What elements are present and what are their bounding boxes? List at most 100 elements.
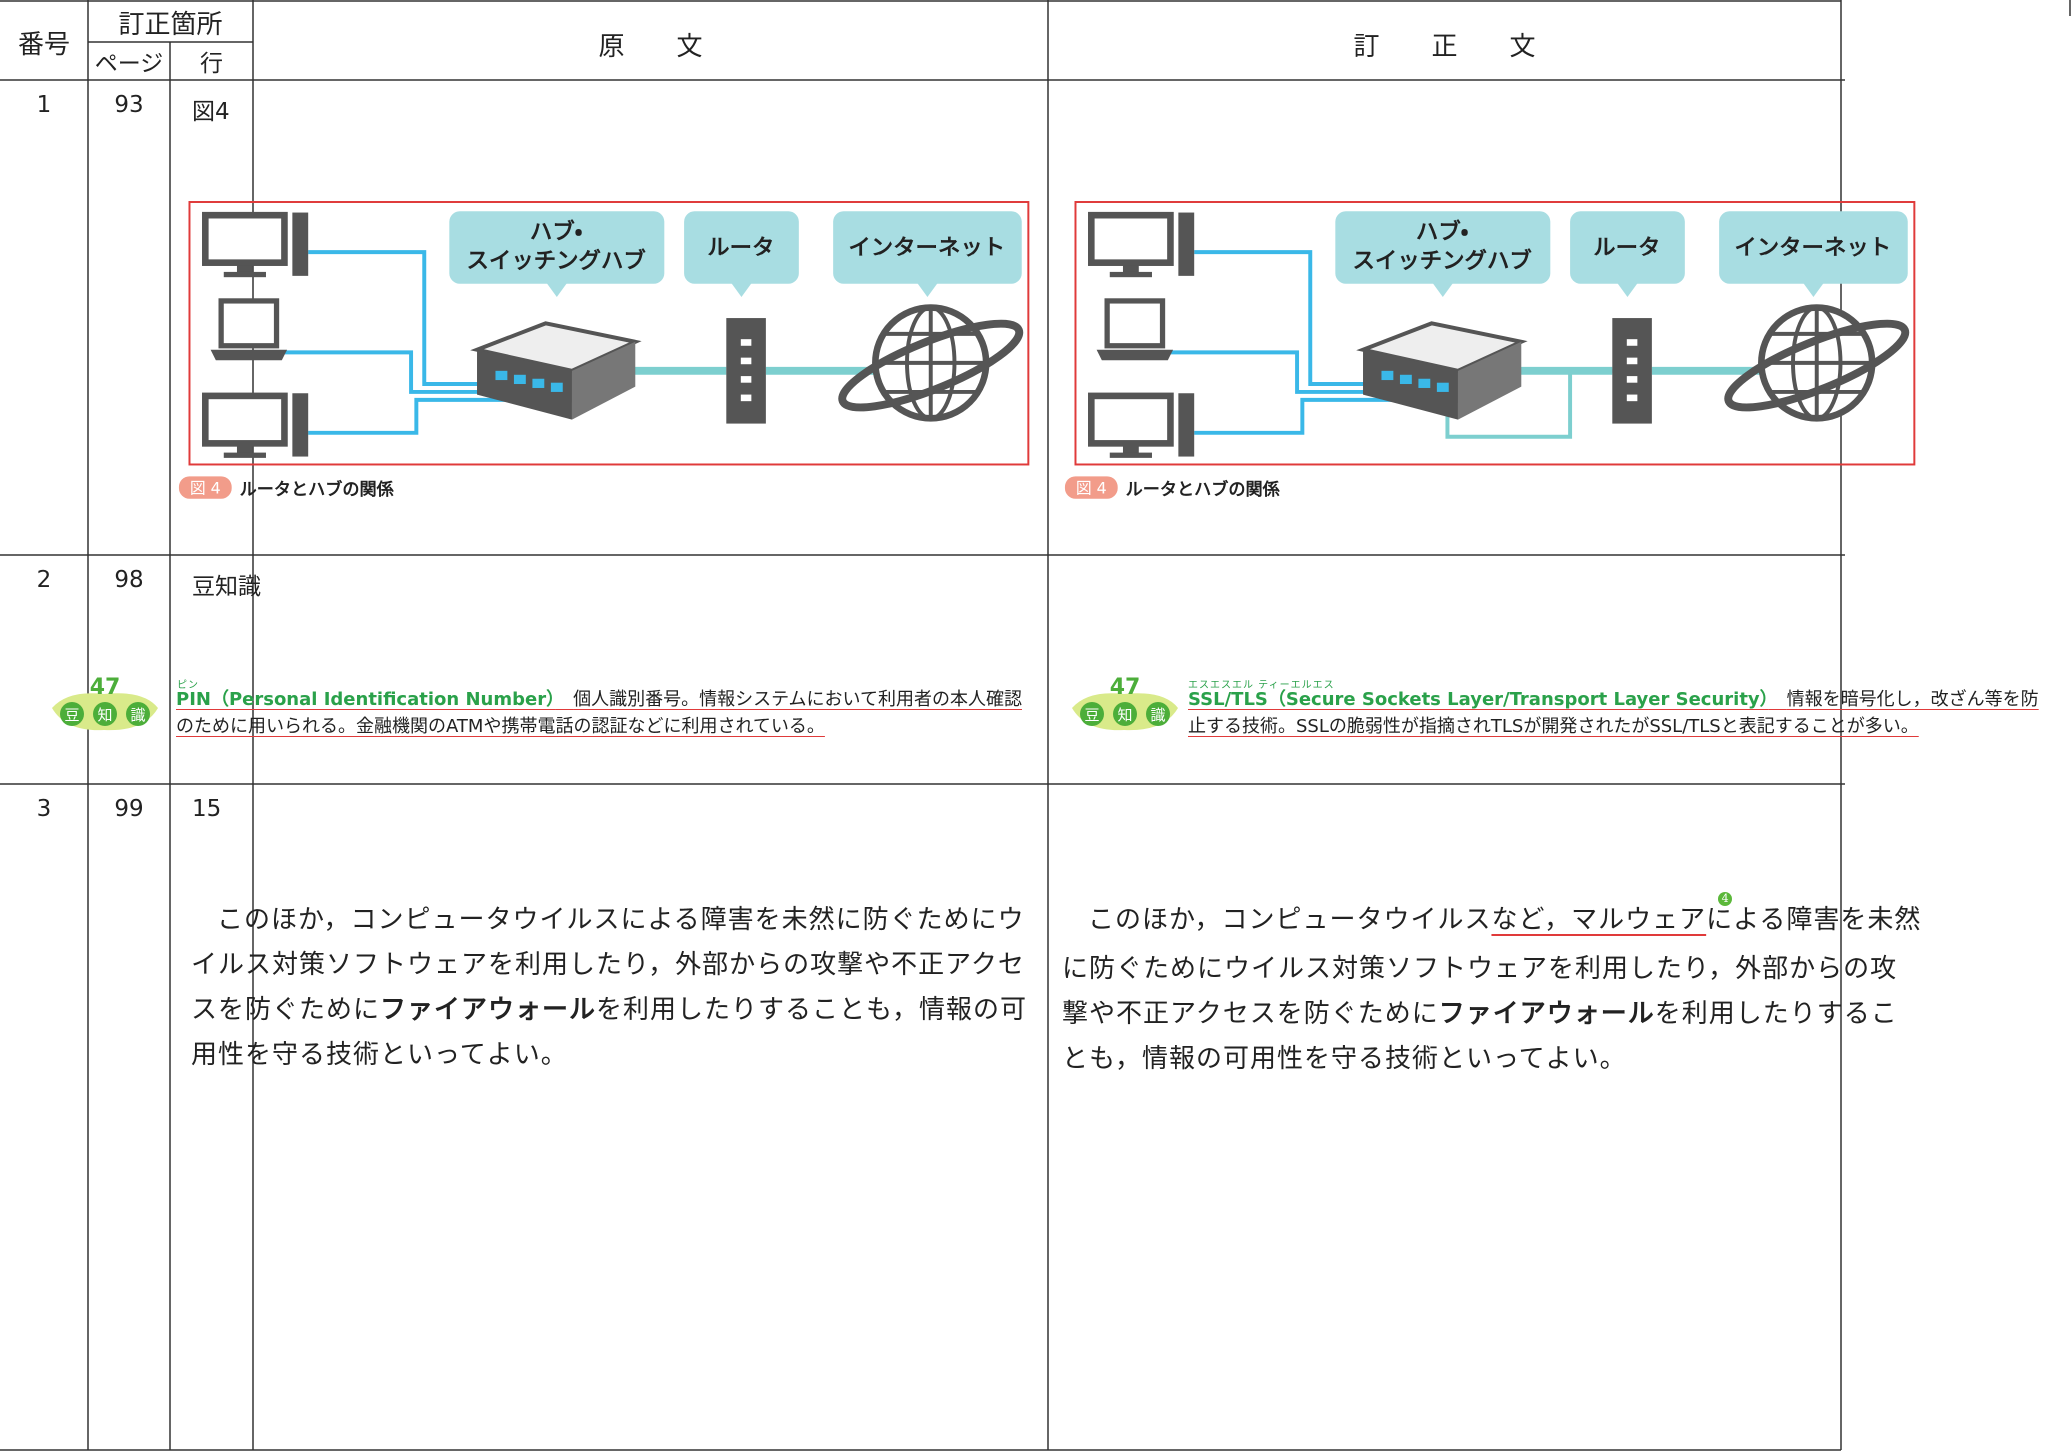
spacer: [1769, 689, 1787, 710]
router-bubble: [1570, 211, 1685, 284]
monitor-stand: [1109, 271, 1152, 278]
cell-number: 3: [36, 796, 52, 822]
globe-ring: [1724, 319, 1910, 412]
text: を利用したりすることも，情報の可用性を守る技術といってよい。: [191, 995, 1027, 1070]
router: [1612, 318, 1652, 424]
figure-caption: ルータとハブの関係: [1126, 479, 1281, 500]
monitor-stand: [236, 265, 253, 274]
monitor: [1088, 392, 1174, 447]
pc-tower: [292, 212, 309, 276]
pc-tower: [1178, 212, 1195, 276]
router-led: [1626, 357, 1638, 365]
spacer: [555, 689, 573, 710]
hub-bubble-tail: [1432, 282, 1454, 297]
switch-top: [470, 321, 642, 373]
paragraph: このほか，コンピュータウイルスなど，マルウェア 4による障害を未然に防ぐためにウイ…: [1062, 892, 1922, 1082]
pc-tower: [1178, 393, 1195, 457]
header-number: 番号: [17, 30, 70, 60]
router-led: [740, 376, 752, 383]
badge-circle: [1113, 702, 1137, 726]
monitor-stand: [236, 446, 253, 454]
definition: 情報を暗号化し，改ざん等を防止する技術。SSLの脆弱性が指摘されTLSが開発され…: [1188, 689, 2039, 737]
router-bubble-tail: [730, 282, 753, 297]
inserted-text: など，マルウェア: [1491, 905, 1707, 935]
hub-label: ハブ・: [1416, 218, 1469, 245]
cell-line: 豆知識: [192, 574, 261, 600]
text: を利用したりすることも，情報の可用性を守る技術といってよい。: [1062, 999, 1898, 1074]
router-label: ルータ: [707, 235, 774, 261]
laptop-base: [210, 349, 288, 361]
cell-page: 93: [114, 92, 144, 118]
cell-line: 15: [192, 796, 222, 822]
text: このほか，コンピュータウイルス: [1088, 905, 1492, 935]
internet-label: インターネット: [1734, 235, 1891, 261]
switch-front: [477, 349, 572, 420]
badge-circle: [1080, 702, 1104, 726]
router-led: [1626, 376, 1638, 383]
figure-caption: ルータとハブの関係: [240, 479, 395, 500]
figure-number: 図 4: [190, 478, 221, 497]
cable: [1194, 250, 1390, 386]
header-corrected: 訂 正 文: [1353, 32, 1536, 62]
internet-bubble-tail: [916, 282, 938, 297]
knowledge-note: PIN（Personal Identification Number） 個人識別…: [176, 686, 1031, 740]
monitor: [1088, 211, 1174, 266]
hub-bubble-tail: [546, 282, 568, 297]
badge-circle: [126, 702, 150, 726]
router-led: [1626, 339, 1638, 346]
note-body: SSL/TLS（Secure Sockets Layer/Transport L…: [1188, 689, 2039, 737]
switch-side: [1457, 341, 1522, 420]
cell-number: 1: [36, 92, 52, 118]
text: による障害を未然に防ぐためにウイルス対策ソフトウェアを利用したり，外部からの攻撃…: [1062, 905, 1922, 1029]
paragraph: このほか，コンピュータウイルスによる障害を未然に防ぐためにウイルス対策ソフトウェ…: [191, 898, 1041, 1078]
knowledge-badge: 47 豆知識: [1072, 675, 1178, 731]
note-ref: 4: [1718, 892, 1733, 906]
internet-bubble: [833, 211, 1022, 284]
bold-term: ファイアウォール: [1438, 999, 1655, 1029]
internet-label: インターネット: [848, 235, 1005, 261]
cable: [281, 350, 522, 394]
bold-term: ファイアウォール: [380, 995, 597, 1025]
term: SSL/TLS（Secure Sockets Layer/Transport L…: [1188, 689, 1769, 710]
term: PIN（Personal Identification Number）: [176, 689, 556, 710]
internet-bubble-tail: [1802, 282, 1824, 297]
monitor: [202, 392, 288, 447]
cell-page: 99: [114, 796, 144, 822]
cable: [1194, 397, 1427, 435]
laptop-base: [1096, 349, 1174, 361]
monitor-stand: [1122, 265, 1139, 274]
router-led: [740, 394, 752, 402]
badge-char: 豆: [64, 706, 79, 724]
cell-page: 98: [114, 567, 144, 593]
laptop: [218, 298, 280, 349]
hub-bubble: [449, 211, 665, 284]
router-led: [1626, 394, 1638, 402]
router: [726, 318, 766, 424]
port: [550, 382, 563, 392]
ruby: ピン: [177, 680, 199, 691]
badge-char: 識: [1150, 706, 1165, 724]
pc-tower: [292, 393, 309, 457]
monitor-stand: [223, 271, 266, 278]
badge-char: 識: [130, 706, 145, 724]
figure-frame: [188, 201, 1030, 466]
header-location: 訂正箇所: [118, 10, 223, 40]
internet-bubble: [1719, 211, 1908, 284]
badge-number: 47: [1110, 675, 1141, 700]
badge-char: 豆: [1084, 706, 1099, 724]
definition: 個人識別番号。情報システムにおいて利用者の本人確認のために用いられる。金融機関の…: [176, 689, 1022, 737]
globe-ring: [838, 319, 1024, 412]
hub-bubble: [1335, 211, 1551, 284]
hub-label: スイッチングハブ: [1353, 247, 1533, 274]
router-label: ルータ: [1593, 235, 1660, 261]
router-bubble: [684, 211, 799, 284]
cable: [1167, 350, 1408, 394]
note-body: PIN（Personal Identification Number） 個人識別…: [176, 689, 1022, 737]
laptop: [1104, 298, 1166, 349]
port: [513, 374, 526, 385]
badge-char: 知: [1117, 706, 1132, 724]
router-bubble-tail: [1616, 282, 1639, 297]
knowledge-note: SSL/TLS（Secure Sockets Layer/Transport L…: [1188, 686, 2048, 740]
